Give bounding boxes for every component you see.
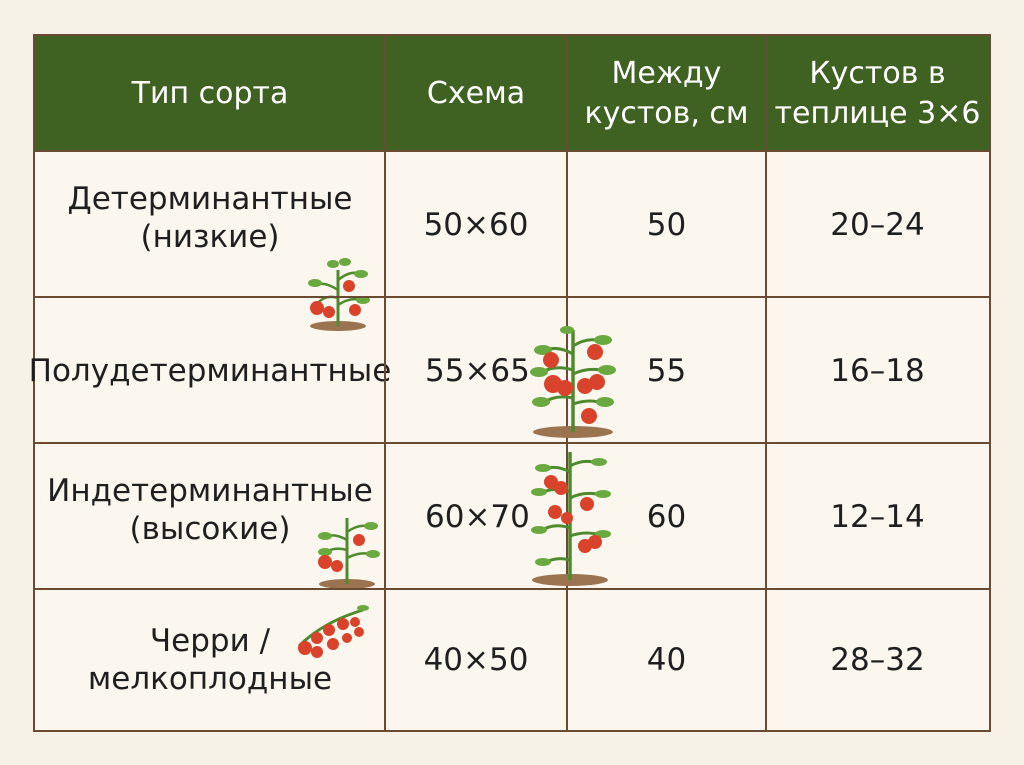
variety-type-cell: Индетерминантные (высокие) (35, 444, 385, 590)
scheme-cell: 55×65 (425, 353, 530, 389)
bushes-cell: 12–14 (830, 499, 925, 535)
bushes-cell: 16–18 (830, 353, 925, 389)
scheme-cell: 40×50 (423, 642, 529, 678)
bushes-cell: 28–32 (830, 642, 925, 678)
header-variety-type: Тип сорта (131, 76, 289, 111)
table-row: Черри / мелкоплодные 40×50 40 28–32 (35, 590, 989, 730)
short-tomato-plant-icon (308, 258, 370, 331)
between-cell: 40 (646, 642, 687, 678)
short-tomato-plant-icon (318, 518, 380, 589)
between-cell: 60 (646, 499, 687, 535)
variety-type-cell: Детерминантные (низкие) (35, 152, 385, 331)
header-between-line-1: Между (611, 56, 722, 91)
header-between-bushes: Между кустов, см (567, 36, 766, 152)
table-header-row: Тип сорта Схема Между кустов, см Кустов … (35, 36, 989, 152)
table-row: Детерминантные (низкие) 50×60 50 20–24 (35, 152, 989, 331)
table-row: Полудетерминантные 55×65 55 16–18 (28, 298, 989, 444)
cherry-tomato-cluster-icon (297, 605, 369, 658)
medium-tomato-plant-icon (530, 326, 616, 438)
row-divider (35, 296, 989, 298)
header-between-line-2: кустов, см (584, 96, 749, 131)
variety-type-cell: Полудетерминантные (28, 353, 392, 389)
header-scheme: Схема (426, 76, 526, 111)
header-bushes-in-greenhouse: Кустов в теплице 3×6 (766, 36, 989, 152)
row-divider (35, 588, 989, 590)
row-divider (35, 442, 989, 444)
scheme-cell: 60×70 (425, 499, 530, 535)
planting-scheme-table: Тип сорта Схема Между кустов, см Кустов … (28, 34, 991, 732)
tall-tomato-plant-icon (531, 452, 611, 586)
column-divider (765, 36, 767, 730)
between-cell: 55 (646, 353, 687, 389)
table-row: Индетерминантные (высокие) 60×70 60 12–1… (35, 444, 989, 590)
header-bushes-line-1: Кустов в (809, 56, 946, 91)
column-divider (384, 36, 386, 730)
scheme-cell: 50×60 (423, 207, 529, 243)
header-bushes-line-2: теплице 3×6 (774, 96, 981, 131)
between-cell: 50 (646, 207, 687, 243)
bushes-cell: 20–24 (830, 207, 925, 243)
row-divider (35, 150, 989, 152)
variety-type-cell: Черри / мелкоплодные (35, 590, 385, 730)
